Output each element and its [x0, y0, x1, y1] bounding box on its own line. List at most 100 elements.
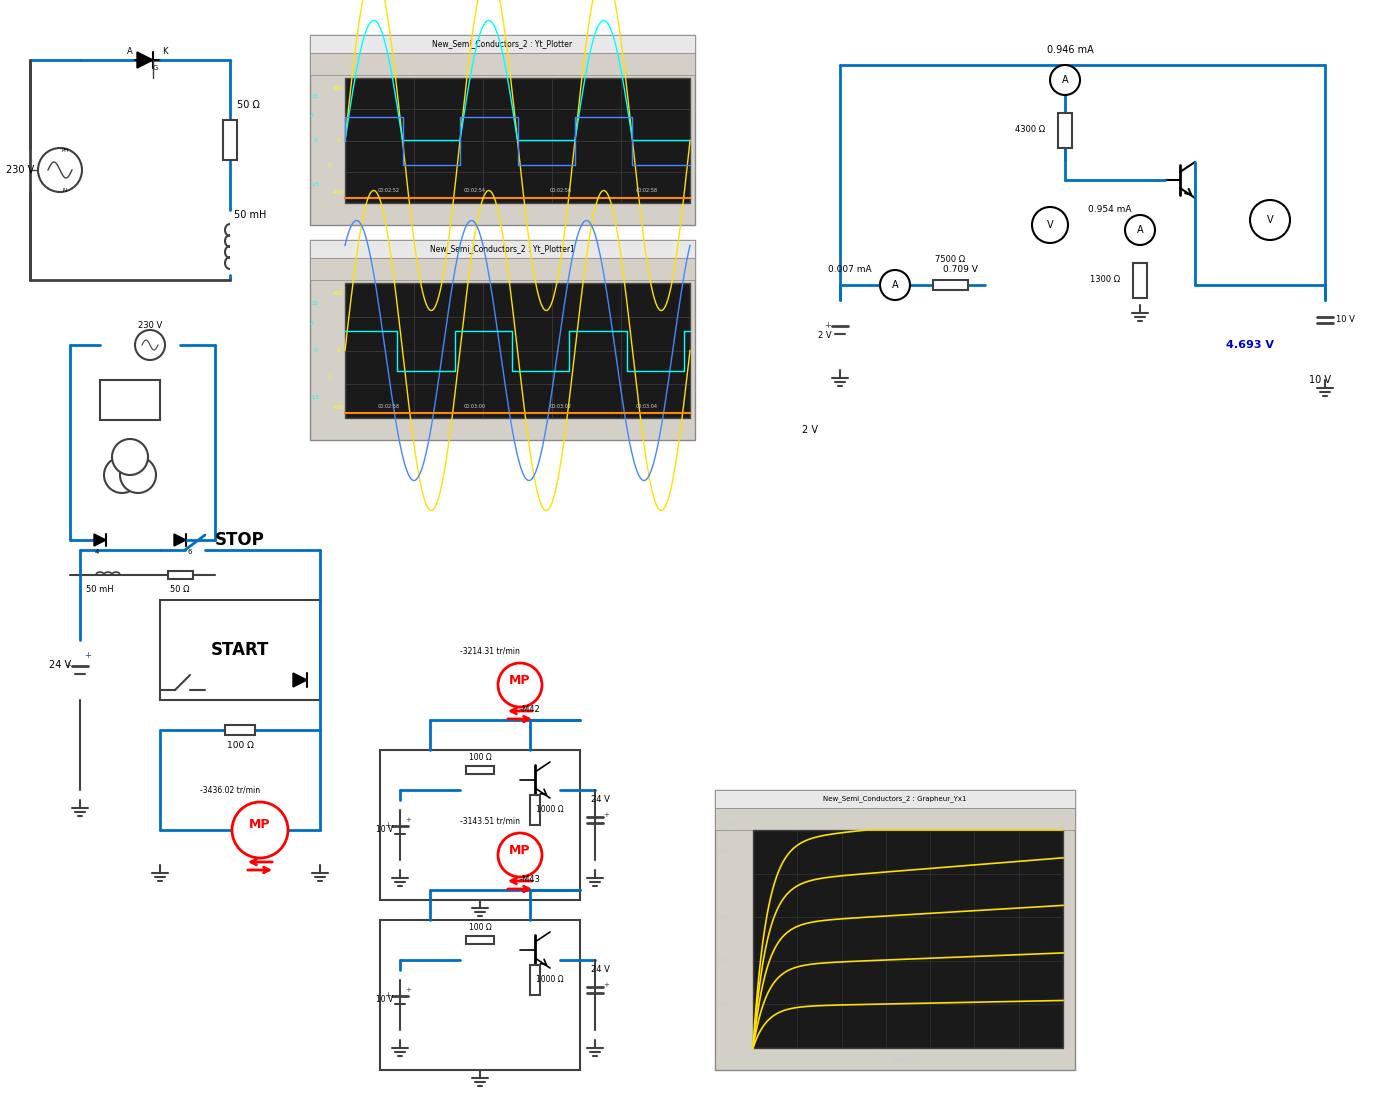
- Text: 24 V: 24 V: [591, 795, 609, 804]
- Bar: [309, 240, 694, 440]
- Text: 1: 1: [792, 1052, 795, 1056]
- Text: 100 Ω: 100 Ω: [227, 740, 253, 749]
- Text: +: +: [405, 817, 412, 823]
- Text: 2: 2: [834, 1052, 837, 1056]
- Text: 1000 Ω: 1000 Ω: [536, 976, 564, 984]
- Text: 0.954 mA: 0.954 mA: [1088, 206, 1131, 214]
- Text: 24 V: 24 V: [591, 966, 609, 975]
- Bar: [168, 571, 193, 579]
- Text: 0: 0: [314, 348, 316, 353]
- Text: 100 Ω: 100 Ω: [469, 923, 491, 932]
- Bar: [715, 790, 1075, 808]
- Text: MP: MP: [249, 818, 270, 832]
- Text: -400: -400: [332, 190, 344, 196]
- Text: V: V: [1047, 220, 1053, 230]
- Text: +: +: [385, 821, 392, 829]
- Text: A: A: [892, 280, 899, 290]
- Text: +: +: [405, 987, 412, 993]
- Text: V: V: [1267, 214, 1274, 225]
- Text: 2 V: 2 V: [818, 330, 832, 340]
- Text: MP: MP: [510, 844, 531, 857]
- Text: -3436.02 tr/min: -3436.02 tr/min: [200, 785, 260, 794]
- Text: 10 V: 10 V: [1336, 316, 1354, 324]
- Text: START: START: [211, 641, 269, 659]
- Text: A: A: [127, 47, 133, 56]
- Bar: [309, 240, 694, 258]
- Text: N: N: [63, 187, 67, 192]
- Text: 0.007 mA: 0.007 mA: [829, 265, 872, 275]
- Circle shape: [232, 802, 288, 858]
- Text: 0: 0: [752, 1052, 755, 1056]
- Text: 00:02:58: 00:02:58: [636, 188, 658, 194]
- Text: Vce (V): Vce (V): [892, 1057, 917, 1064]
- Bar: [1133, 263, 1147, 297]
- Circle shape: [120, 456, 155, 493]
- Text: 4.693 V: 4.693 V: [1226, 340, 1274, 350]
- Text: 0: 0: [336, 138, 340, 143]
- Bar: [531, 795, 540, 825]
- Text: K: K: [162, 47, 168, 56]
- Circle shape: [498, 833, 542, 877]
- Text: 6: 6: [188, 549, 193, 556]
- Bar: [309, 53, 694, 75]
- Bar: [309, 258, 694, 280]
- Text: 230 V: 230 V: [6, 165, 34, 175]
- Bar: [344, 283, 690, 418]
- Text: STOP: STOP: [216, 531, 265, 549]
- Text: 50 Ω: 50 Ω: [237, 100, 259, 110]
- Circle shape: [134, 330, 165, 360]
- Text: -M42: -M42: [519, 705, 540, 715]
- Text: mA: mA: [725, 823, 735, 827]
- Bar: [466, 766, 494, 774]
- Text: 50 Ω: 50 Ω: [171, 585, 190, 594]
- Polygon shape: [94, 534, 106, 546]
- Text: V: V: [328, 375, 332, 379]
- Bar: [99, 379, 160, 420]
- Text: 0: 0: [721, 1045, 725, 1050]
- Text: -15: -15: [311, 395, 319, 400]
- Text: 15: 15: [311, 300, 319, 306]
- Text: +: +: [825, 320, 832, 330]
- Text: 100 Ω: 100 Ω: [469, 752, 491, 761]
- Text: 2000: 2000: [717, 958, 729, 964]
- Bar: [309, 35, 694, 226]
- Text: 7500 Ω: 7500 Ω: [935, 255, 965, 264]
- Circle shape: [1050, 65, 1079, 95]
- Text: 7: 7: [1042, 1052, 1043, 1056]
- Text: 00:02:58: 00:02:58: [377, 404, 399, 408]
- Text: A: A: [311, 321, 314, 326]
- Text: 15: 15: [311, 95, 319, 99]
- Text: 00:03:04: 00:03:04: [636, 404, 658, 408]
- Text: 6: 6: [1000, 1052, 1002, 1056]
- Bar: [379, 750, 580, 900]
- Text: 10 V: 10 V: [377, 825, 393, 835]
- Text: 00:02:52: 00:02:52: [377, 188, 399, 194]
- Bar: [1058, 112, 1072, 147]
- Text: 5000: 5000: [717, 849, 729, 855]
- Text: PH: PH: [62, 147, 69, 153]
- Circle shape: [881, 270, 910, 300]
- Circle shape: [112, 439, 148, 475]
- Text: 0.946 mA: 0.946 mA: [1047, 45, 1093, 55]
- Text: New_Semi_Conductors_2 : Yt_Plotter: New_Semi_Conductors_2 : Yt_Plotter: [433, 40, 573, 48]
- Bar: [160, 600, 321, 700]
- Text: 4300 Ω: 4300 Ω: [1015, 125, 1044, 134]
- Text: +: +: [64, 660, 71, 670]
- Bar: [932, 280, 967, 290]
- Text: 400: 400: [333, 86, 343, 90]
- Text: 3: 3: [875, 1052, 878, 1056]
- Text: 4: 4: [917, 1052, 920, 1056]
- Circle shape: [1250, 200, 1289, 240]
- Circle shape: [104, 456, 140, 493]
- Bar: [309, 35, 694, 53]
- Text: +: +: [603, 982, 609, 988]
- Text: -M43: -M43: [519, 876, 540, 884]
- Text: 1000 Ω: 1000 Ω: [536, 805, 564, 814]
- Circle shape: [38, 148, 83, 192]
- Text: A: A: [1061, 75, 1068, 85]
- Text: MP: MP: [510, 673, 531, 686]
- Text: 50 mH: 50 mH: [234, 210, 266, 220]
- Circle shape: [1032, 207, 1068, 243]
- Text: V: V: [1068, 1050, 1072, 1056]
- Text: 00:03:02: 00:03:02: [550, 404, 571, 408]
